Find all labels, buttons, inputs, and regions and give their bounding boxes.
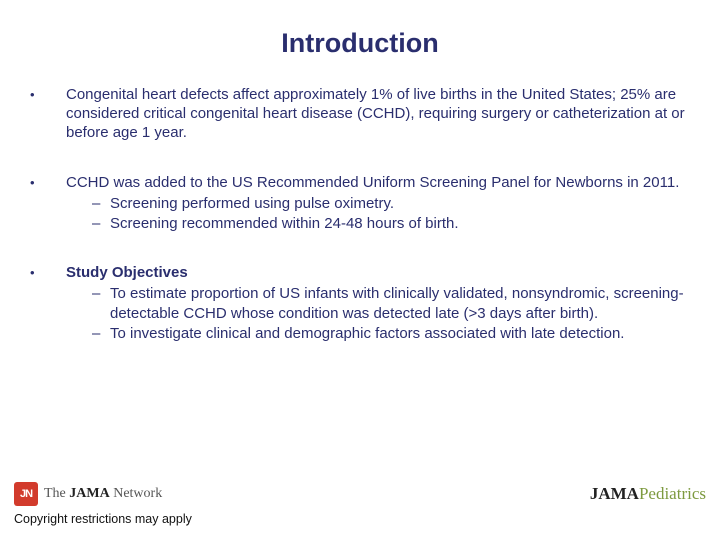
jn-badge-icon: JN xyxy=(14,482,38,506)
slide-title: Introduction xyxy=(30,28,690,59)
bullet-marker: • xyxy=(30,85,66,143)
logo-row: JN The JAMA Network JAMAPediatrics xyxy=(14,482,706,506)
sub-item: – To estimate proportion of US infants w… xyxy=(92,284,690,322)
bullet-2: • CCHD was added to the US Recommended U… xyxy=(30,173,690,234)
bullet-body: CCHD was added to the US Recommended Uni… xyxy=(66,173,690,234)
jama-network-text: The JAMA Network xyxy=(44,486,162,502)
bullet-body: Study Objectives – To estimate proportio… xyxy=(66,263,690,343)
sub-item: – Screening performed using pulse oximet… xyxy=(92,194,690,213)
bullet-marker: • xyxy=(30,173,66,234)
logo-prefix: The xyxy=(44,486,69,501)
sub-list: – To estimate proportion of US infants w… xyxy=(66,284,690,343)
logo-right-sub: Pediatrics xyxy=(639,484,706,503)
bullet-3: • Study Objectives – To estimate proport… xyxy=(30,263,690,343)
sub-list: – Screening performed using pulse oximet… xyxy=(66,194,690,233)
sub-text: Screening recommended within 24-48 hours… xyxy=(110,214,690,233)
logo-brand: JAMA xyxy=(69,486,109,501)
sub-item: – To investigate clinical and demographi… xyxy=(92,324,690,343)
jama-network-logo: JN The JAMA Network xyxy=(14,482,162,506)
logo-right-brand: JAMA xyxy=(590,484,639,503)
jama-pediatrics-logo: JAMAPediatrics xyxy=(590,484,706,504)
sub-item: – Screening recommended within 24-48 hou… xyxy=(92,214,690,233)
sub-text: Screening performed using pulse oximetry… xyxy=(110,194,690,213)
sub-marker: – xyxy=(92,214,110,233)
sub-marker: – xyxy=(92,194,110,213)
sub-marker: – xyxy=(92,284,110,322)
slide-content: • Congenital heart defects affect approx… xyxy=(30,85,690,343)
bullet-text: CCHD was added to the US Recommended Uni… xyxy=(66,174,679,191)
logo-suffix: Network xyxy=(110,486,163,501)
bullet-marker: • xyxy=(30,263,66,343)
bullet-text-bold: Study Objectives xyxy=(66,264,188,281)
slide-container: Introduction • Congenital heart defects … xyxy=(0,0,720,540)
bullet-text: Congenital heart defects affect approxim… xyxy=(66,85,690,143)
sub-text: To investigate clinical and demographic … xyxy=(110,324,690,343)
sub-marker: – xyxy=(92,324,110,343)
sub-text: To estimate proportion of US infants wit… xyxy=(110,284,690,322)
slide-footer: JN The JAMA Network JAMAPediatrics Copyr… xyxy=(0,482,720,540)
copyright-text: Copyright restrictions may apply xyxy=(14,512,706,526)
bullet-1: • Congenital heart defects affect approx… xyxy=(30,85,690,143)
